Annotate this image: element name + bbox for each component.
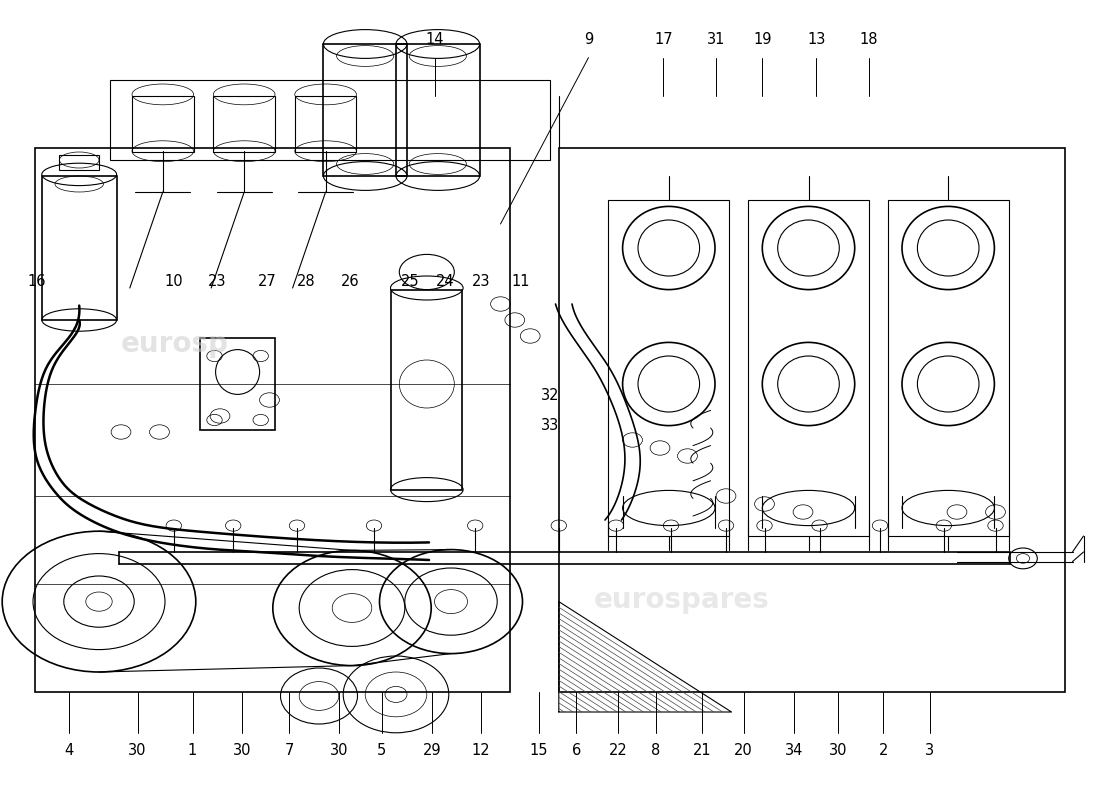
Bar [323,44,407,176]
Bar [110,80,550,160]
Text: 14: 14 [426,33,443,47]
Bar [559,148,1065,692]
Text: 23: 23 [472,274,490,289]
Text: 21: 21 [693,743,711,758]
Text: 4: 4 [65,743,74,758]
Text: 32: 32 [541,389,559,403]
Text: 9: 9 [584,33,593,47]
Text: 30: 30 [233,743,251,758]
Text: 24: 24 [437,274,454,289]
Text: 8: 8 [651,743,660,758]
Text: 33: 33 [541,418,559,433]
Bar [295,96,356,152]
Text: 11: 11 [512,274,529,289]
Text: 10: 10 [165,274,183,289]
Text: 29: 29 [424,743,441,758]
Text: 26: 26 [341,274,359,289]
Text: 23: 23 [208,274,226,289]
Text: 20: 20 [734,743,754,758]
Bar [35,148,510,692]
Bar [42,176,117,320]
Bar [390,290,462,490]
Text: 30: 30 [330,743,348,758]
Text: 12: 12 [472,743,490,758]
Text: eurosp: eurosp [121,330,229,358]
Text: 1: 1 [188,743,197,758]
Text: 15: 15 [530,743,548,758]
Text: 22: 22 [608,743,628,758]
Bar [888,200,1009,536]
Text: 7: 7 [285,743,294,758]
Text: 28: 28 [297,274,315,289]
Bar [59,155,99,170]
Text: 16: 16 [28,274,45,289]
Text: 18: 18 [860,33,878,47]
Text: 6: 6 [572,743,581,758]
Text: 30: 30 [829,743,847,758]
Text: 25: 25 [402,274,419,289]
Text: 34: 34 [785,743,803,758]
Bar [608,200,729,536]
Bar [213,96,275,152]
Bar [748,200,869,536]
Text: 5: 5 [377,743,386,758]
Text: 2: 2 [879,743,888,758]
Text: 30: 30 [129,743,146,758]
Text: 19: 19 [754,33,771,47]
Text: 17: 17 [654,33,672,47]
Text: 3: 3 [925,743,934,758]
Bar [132,96,194,152]
Text: 31: 31 [707,33,725,47]
Text: eurospares: eurospares [594,586,770,614]
Text: 27: 27 [257,274,277,289]
Bar [396,44,480,176]
Bar [200,338,275,430]
Text: 13: 13 [807,33,825,47]
